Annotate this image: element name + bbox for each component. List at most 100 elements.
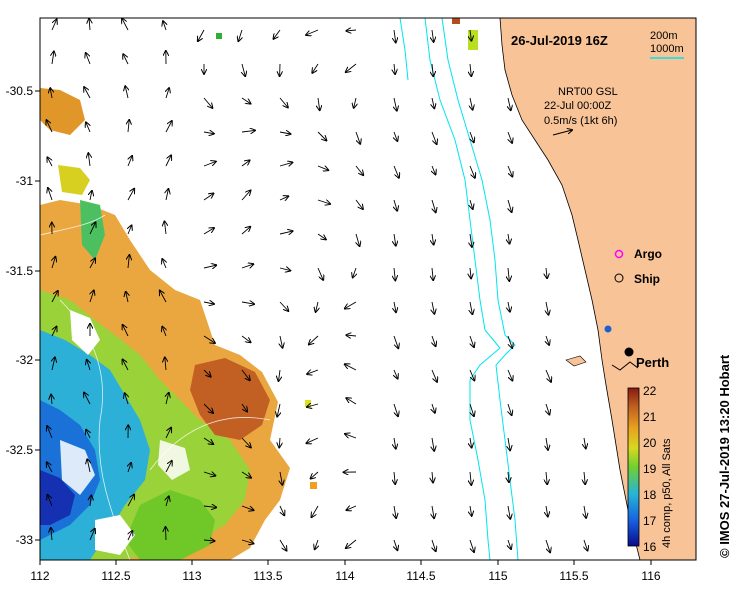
current-arrow (317, 267, 323, 280)
current-arrow (311, 471, 319, 479)
contour-200-label: 200m (650, 30, 678, 42)
current-arrow (470, 505, 472, 516)
x-tick-114-5: 114.5 (406, 569, 435, 583)
current-arrow (128, 463, 131, 473)
current-arrow (128, 531, 132, 541)
cbar-tick-17: 17 (643, 514, 657, 528)
current-arrow (203, 335, 215, 343)
current-arrow (393, 335, 398, 348)
current-arrow (394, 539, 397, 550)
current-source-label: NRT00 GSL (558, 86, 618, 98)
current-arrow (166, 527, 167, 541)
y-tick-31: -31 (16, 174, 34, 188)
current-arrow (125, 393, 128, 405)
current-arrow (203, 302, 214, 304)
current-arrow (241, 190, 251, 201)
current-arrow (47, 426, 53, 439)
current-arrow (432, 199, 436, 212)
current-arrow (584, 539, 588, 551)
current-arrow (128, 255, 129, 269)
current-arrow (394, 505, 396, 518)
current-arrow (279, 301, 288, 311)
current-arrow (47, 120, 53, 133)
argo-legend-label: Argo (634, 247, 662, 261)
current-arrow (51, 291, 58, 303)
current-arrow (312, 63, 319, 73)
current-arrow (203, 472, 215, 476)
current-arrow (394, 437, 396, 449)
current-arrow (508, 403, 512, 415)
current-arrow (203, 403, 213, 413)
current-arrow (52, 257, 55, 269)
current-arrow (470, 63, 471, 76)
current-arrow (165, 461, 172, 473)
current-arrow (470, 267, 471, 278)
cbar-tick-21: 21 (643, 410, 657, 424)
current-arrow (346, 539, 357, 548)
current-arrow (584, 437, 586, 448)
current-arrow (545, 369, 551, 382)
current-arrow (432, 301, 434, 314)
current-arrow (48, 188, 53, 201)
current-arrow (198, 29, 205, 41)
current-arrow (317, 233, 326, 239)
current-arrow (318, 97, 320, 110)
scale-arrow (552, 130, 572, 136)
current-arrow (470, 403, 474, 416)
coastline (499, 18, 641, 560)
current-arrow (431, 131, 437, 144)
current-arrow (317, 131, 326, 141)
current-arrow (546, 403, 549, 415)
current-arrow (346, 30, 357, 31)
current-arrow (394, 267, 395, 280)
current-arrow (51, 327, 57, 337)
marker-legend: Argo Ship (614, 247, 662, 286)
current-arrow (546, 301, 549, 315)
current-arrow (394, 29, 396, 42)
current-arrow (346, 63, 357, 72)
current-arrow (203, 265, 216, 268)
current-arrow (394, 131, 397, 141)
current-arrow (90, 191, 92, 201)
current-arrow (241, 227, 250, 235)
current-arrow (87, 360, 90, 371)
current-arrow (356, 233, 360, 246)
current-arrow (355, 165, 363, 175)
current-arrow (312, 505, 319, 517)
current-arrow (470, 199, 473, 209)
current-arrow (470, 301, 472, 314)
current-arrow (128, 226, 132, 235)
ship-legend-label: Ship (634, 272, 660, 286)
current-arrow (470, 97, 473, 110)
current-arrow (432, 403, 435, 413)
current-arrow (86, 430, 90, 439)
current-arrow (394, 63, 395, 74)
current-arrow (165, 358, 166, 371)
current-arrow (241, 130, 255, 132)
current-arrow (48, 495, 53, 507)
current-arrow (394, 369, 398, 379)
x-tick-116: 116 (641, 569, 660, 583)
axis-ticks (35, 90, 652, 565)
current-arrow (346, 398, 357, 405)
current-arrow (394, 301, 396, 312)
current-arrow (432, 63, 433, 76)
current-arrow (122, 19, 129, 31)
current-arrow (315, 539, 318, 549)
current-arrow (279, 97, 288, 107)
x-tick-112-5: 112.5 (101, 569, 130, 583)
perth-marker (624, 347, 634, 357)
current-arrow (345, 434, 357, 438)
current-arrow (508, 267, 509, 281)
current-arrow (241, 97, 251, 104)
rottnest-island (565, 355, 587, 367)
current-arrow (279, 196, 288, 200)
x-tick-115: 115 (488, 569, 507, 583)
current-arrow (165, 221, 167, 235)
current-arrow (507, 165, 512, 177)
current-arrow (128, 156, 132, 167)
y-tick-30-5: -30.5 (6, 84, 34, 98)
current-arrow (241, 403, 247, 412)
current-arrow (470, 437, 472, 448)
temperature-colorbar: 22 21 20 19 18 17 16 4h comp, p50, All S… (627, 384, 673, 554)
